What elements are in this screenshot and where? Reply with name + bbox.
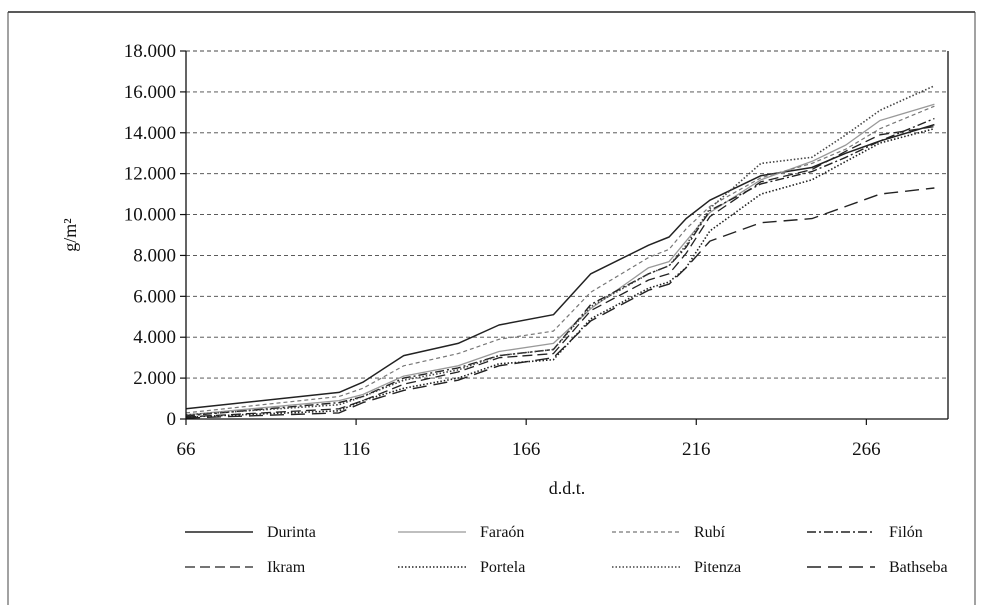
gridlines [186, 50, 948, 379]
x-tick-label: 66 [177, 439, 196, 460]
series-line-durinta [185, 123, 935, 410]
legend-label: Filón [889, 524, 923, 541]
x-axis-title: d.d.t. [549, 478, 586, 498]
y-tick-label: 16.000 [124, 82, 176, 103]
legend-label: Faraón [480, 524, 524, 541]
x-tick-label: 216 [682, 439, 711, 460]
series-line-rubí [185, 105, 935, 414]
x-tick-labels: 66 116 166 216 266 [177, 419, 881, 460]
legend-label: Rubí [694, 524, 726, 541]
legend-label: Bathseba [889, 559, 948, 576]
series-line-filón [185, 117, 935, 417]
legend-label: Durinta [267, 524, 316, 541]
series-line-pitenza [185, 85, 935, 416]
y-tick-labels: 0 2.000 4.000 6.000 8.000 10.000 12.000 14.000 1… [124, 41, 186, 430]
x-tick-label: 166 [512, 439, 541, 460]
legend-label: Ikram [267, 559, 306, 576]
y-tick-label: 2.000 [133, 368, 176, 389]
y-tick-label: 8.000 [133, 245, 176, 266]
y-tick-label: 0 [167, 409, 177, 430]
series-line-faraón [185, 103, 935, 416]
legend: Durinta Faraón Rubí Filón Ikram Portela Pitenz… [185, 524, 948, 576]
y-tick-label: 12.000 [124, 164, 176, 185]
y-tick-label: 4.000 [133, 327, 176, 348]
y-tick-label: 6.000 [133, 286, 176, 307]
y-tick-label: 10.000 [124, 205, 176, 226]
series-lines [185, 85, 935, 419]
x-tick-label: 116 [342, 439, 370, 460]
axes [185, 51, 949, 420]
series-line-ikram [185, 125, 935, 418]
y-tick-label: 18.000 [124, 41, 176, 62]
series-line-portela [185, 127, 935, 418]
series-line-bathseba [185, 187, 935, 419]
legend-label: Portela [480, 559, 525, 576]
y-axis-title: g/m² [60, 218, 80, 251]
y-tick-label: 14.000 [124, 123, 176, 144]
x-tick-label: 266 [852, 439, 881, 460]
legend-label: Pitenza [694, 559, 741, 576]
